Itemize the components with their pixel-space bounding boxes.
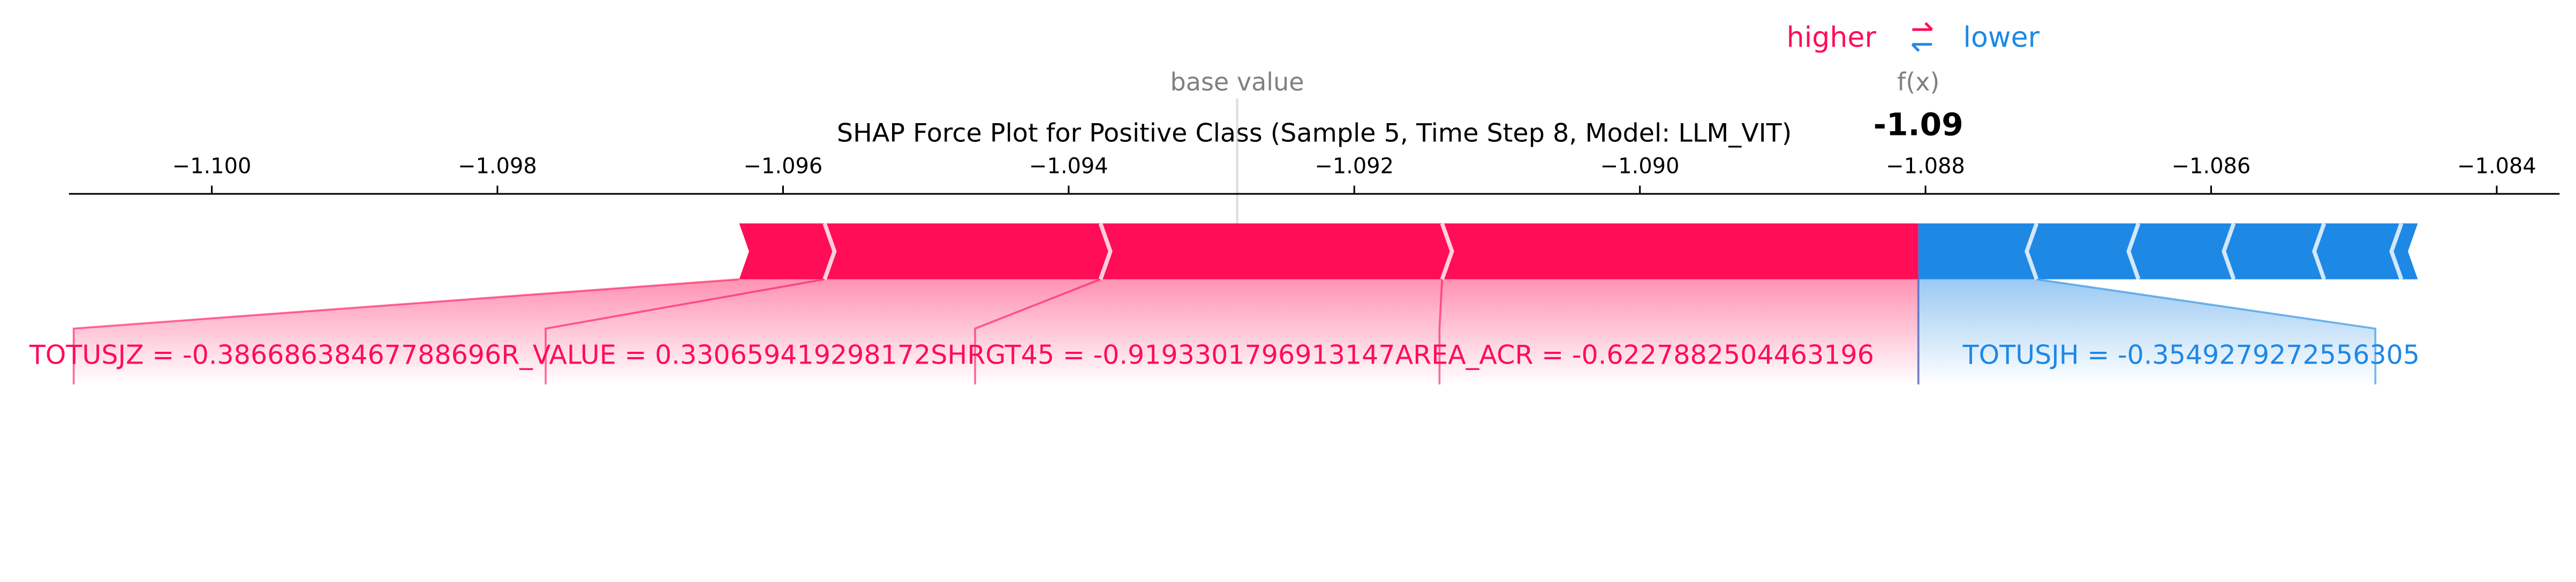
x-tick-label: −1.098 (458, 154, 537, 178)
segment-separator (2222, 223, 2236, 280)
fx-value: -1.09 (1874, 106, 1963, 142)
base-value-label: base value (1170, 67, 1304, 96)
label-connector (72, 278, 739, 384)
x-tick-label: −1.086 (2172, 154, 2251, 178)
feature-label: TOTUSJH = -0.3549279272556305 (1962, 339, 2420, 370)
segment-separator (2024, 223, 2039, 280)
force-segment (1100, 223, 1452, 279)
force-segment (739, 223, 835, 279)
label-connector (1438, 279, 1444, 384)
segment-separator (2126, 223, 2141, 280)
x-tick-label: −1.092 (1315, 154, 1394, 178)
segment-separator (1098, 223, 1113, 280)
feature-label: SHRGT45 = -0.9193301796913147 (931, 339, 1395, 370)
force-segment (1918, 223, 2037, 279)
force-segment (2027, 223, 2139, 279)
force-segment (2314, 223, 2401, 279)
x-tick-label: −1.090 (1600, 154, 1680, 178)
label-shade (546, 279, 1101, 384)
segment-separator (2389, 223, 2404, 280)
segment-separator (2312, 223, 2326, 280)
x-tick-label: −1.100 (172, 154, 252, 178)
x-tick-label: −1.084 (2457, 154, 2536, 178)
legend-lower: lower (1963, 22, 2040, 54)
segment-separator (1440, 223, 1454, 280)
label-shade (73, 279, 825, 384)
x-tick-label: −1.094 (1029, 154, 1108, 178)
label-shading (72, 278, 2377, 384)
chart-title: SHAP Force Plot for Positive Class (Samp… (837, 119, 1792, 148)
force-segment (1442, 223, 1918, 279)
x-tick-label: −1.088 (1886, 154, 1965, 178)
x-tick-label: −1.096 (744, 154, 823, 178)
label-shade (1439, 279, 1918, 384)
direction-icon (1911, 22, 1933, 52)
feature-label: TOTUSJZ = -0.38668638467788696 (29, 339, 501, 370)
legend-higher: higher (1787, 22, 1877, 54)
bars (739, 223, 2418, 280)
label-shade (1918, 279, 2376, 384)
force-segment (2128, 223, 2234, 279)
label-connector (2036, 278, 2377, 384)
feature-label: AREA_ACR = -0.6227882504463196 (1395, 339, 1874, 370)
force-segment (825, 223, 1111, 279)
feature-label: R_VALUE = 0.330659419298172 (501, 339, 931, 370)
force-segment (2224, 223, 2324, 279)
label-shade (975, 279, 1442, 384)
segment-separator (822, 223, 837, 280)
fx-name: f(x) (1897, 67, 1939, 96)
